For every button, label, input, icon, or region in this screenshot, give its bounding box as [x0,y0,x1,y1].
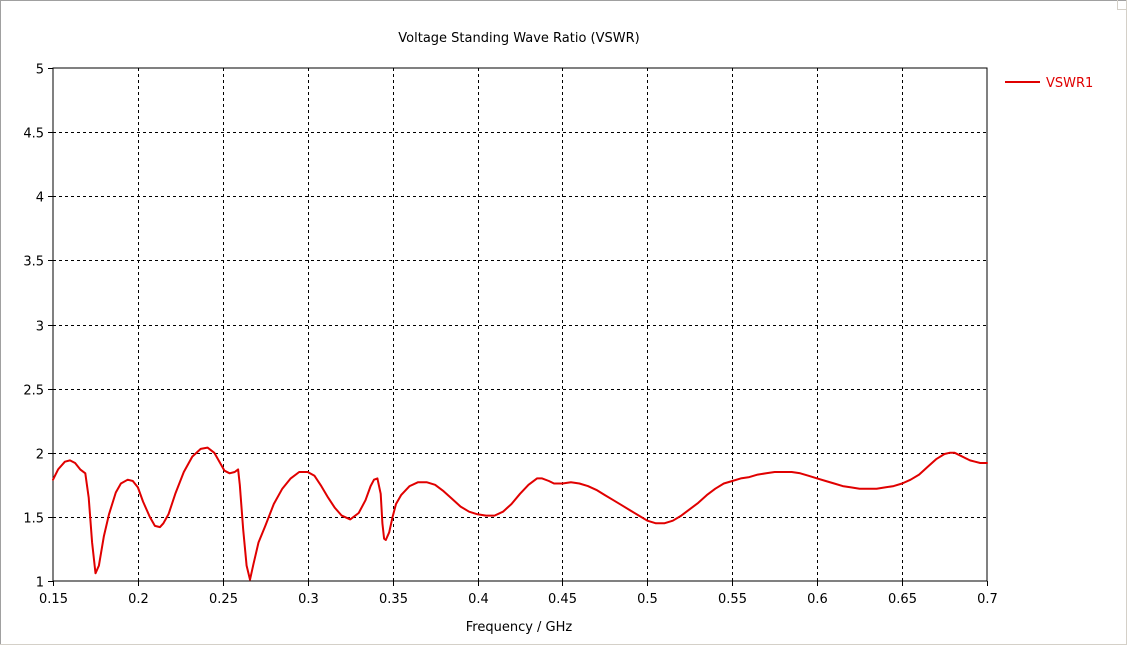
series-line-vswr1 [52,446,988,581]
x-tick-label: 0.4 [468,592,489,607]
y-tick-label: 1 [36,576,44,591]
x-tick-label: 0.25 [209,592,238,607]
y-tick-label: 2.5 [23,384,44,399]
x-tick-label: 0.55 [718,592,747,607]
legend: VSWR1 [1005,76,1093,91]
x-tick-label: 0.5 [637,592,658,607]
x-tick-label: 0.2 [128,592,149,607]
y-tick-label: 5 [36,63,44,78]
window-corner [1117,0,1127,10]
legend-label-vswr1: VSWR1 [1046,76,1093,91]
vertical-gridlines [138,68,903,581]
y-tick-label: 4.5 [23,127,44,142]
x-tick-label: 0.65 [888,592,917,607]
y-tick-label: 2 [36,448,44,463]
y-tick-label: 4 [36,191,44,206]
x-axis-label: Frequency / GHz [466,620,573,635]
x-tick-label: 0.7 [977,592,998,607]
y-tick-label: 3.5 [23,255,44,270]
y-tick-label: 3 [36,320,44,335]
series-layer [52,446,988,581]
chart-title: Voltage Standing Wave Ratio (VSWR) [398,31,639,46]
y-axis-ticks: 1 1.5 2 2.5 3 3.5 4 4.5 5 [23,63,53,591]
x-tick-label: 0.6 [807,592,828,607]
x-tick-label: 0.15 [39,592,68,607]
x-tick-label: 0.45 [548,592,577,607]
x-tick-label: 0.35 [379,592,408,607]
window-edge-left [0,0,1,645]
window-edge-top [0,0,1127,1]
x-tick-label: 0.3 [298,592,319,607]
x-axis-ticks: 0.15 0.2 0.25 0.3 0.35 0.4 0.45 0.5 0.55 0.6 0.65 0… [39,581,998,607]
plot-area [52,67,988,582]
y-tick-label: 1.5 [23,512,44,527]
